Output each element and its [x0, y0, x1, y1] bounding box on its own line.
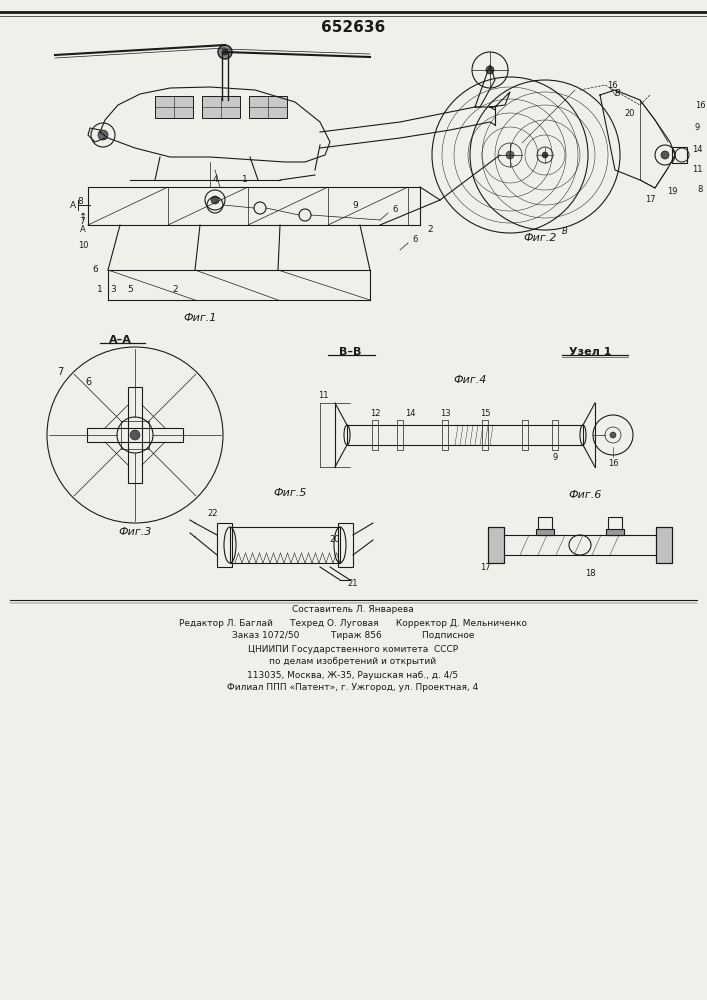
Text: Филиал ППП «Патент», г. Ужгород, ул. Проектная, 4: Филиал ППП «Патент», г. Ужгород, ул. Про…	[228, 684, 479, 692]
Bar	[397, 420, 403, 450]
Text: 2: 2	[173, 286, 178, 294]
Text: 11: 11	[691, 165, 702, 174]
Bar	[347, 425, 583, 445]
Bar	[538, 517, 552, 535]
Text: Фиг.5: Фиг.5	[274, 488, 307, 498]
Text: 6: 6	[412, 235, 418, 244]
Circle shape	[218, 45, 232, 59]
Text: 6: 6	[85, 377, 91, 387]
Text: 3: 3	[110, 286, 116, 294]
Text: B: B	[615, 90, 621, 99]
Bar	[372, 420, 378, 450]
Text: 9: 9	[694, 123, 700, 132]
Text: 8: 8	[697, 186, 703, 194]
Circle shape	[542, 152, 548, 158]
Circle shape	[222, 49, 228, 55]
Text: 17: 17	[479, 562, 491, 572]
Bar	[482, 420, 488, 450]
Bar	[230, 527, 340, 563]
Text: Фиг.1: Фиг.1	[183, 313, 216, 323]
Text: 9: 9	[352, 200, 358, 210]
Text: 113035, Москва, Ж-35, Раушская наб., д. 4/5: 113035, Москва, Ж-35, Раушская наб., д. …	[247, 670, 459, 680]
Text: ЦНИИПИ Государственного комитета  СССР: ЦНИИПИ Государственного комитета СССР	[248, 645, 458, 654]
Bar	[672, 147, 687, 163]
Bar	[442, 420, 448, 450]
Text: Редактор Л. Баглай      Техред О. Луговая      Корректор Д. Мельниченко: Редактор Л. Баглай Техред О. Луговая Кор…	[179, 618, 527, 628]
Text: ↑: ↑	[79, 212, 87, 222]
Bar	[656, 527, 672, 563]
Text: 20: 20	[329, 536, 340, 544]
Circle shape	[211, 196, 219, 204]
Bar	[121, 421, 149, 449]
Text: Фиг.4: Фиг.4	[453, 375, 486, 385]
Text: по делам изобретений и открытий: по делам изобретений и открытий	[269, 658, 436, 666]
Text: 6: 6	[92, 265, 98, 274]
Bar	[502, 535, 658, 555]
Circle shape	[506, 151, 514, 159]
Text: 7: 7	[79, 218, 85, 227]
Text: Узел 1: Узел 1	[569, 347, 611, 357]
Text: 21: 21	[348, 578, 358, 587]
Text: А: А	[80, 226, 86, 234]
Text: 2: 2	[427, 226, 433, 234]
Text: 16: 16	[607, 81, 617, 90]
Text: Фиг.6: Фиг.6	[568, 490, 602, 500]
Bar	[608, 517, 622, 535]
Text: 18: 18	[585, 568, 595, 578]
Bar	[128, 387, 142, 483]
Bar	[155, 96, 193, 118]
Text: 652636: 652636	[321, 19, 385, 34]
Circle shape	[486, 66, 494, 74]
Text: 13: 13	[440, 408, 450, 418]
Text: 16: 16	[608, 458, 619, 468]
Text: 4: 4	[212, 176, 218, 184]
Text: Фиг.2: Фиг.2	[523, 233, 556, 243]
Text: 9: 9	[552, 452, 558, 462]
Bar	[249, 96, 287, 118]
Bar	[217, 523, 232, 567]
Text: Составитель Л. Январева: Составитель Л. Январева	[292, 605, 414, 614]
Text: 16: 16	[695, 101, 706, 109]
Bar	[656, 527, 672, 563]
Text: 6: 6	[392, 206, 397, 215]
Text: А–А: А–А	[109, 335, 132, 345]
Text: 14: 14	[404, 408, 415, 418]
Text: 12: 12	[370, 408, 380, 418]
Text: В–В: В–В	[339, 347, 361, 357]
Text: 5: 5	[127, 286, 133, 294]
Text: 14: 14	[691, 144, 702, 153]
Circle shape	[661, 151, 669, 159]
Text: Фиг.3: Фиг.3	[118, 527, 152, 537]
Bar	[488, 527, 504, 563]
Bar	[338, 523, 353, 567]
Text: B: B	[562, 228, 568, 236]
Circle shape	[98, 130, 108, 140]
Text: 8: 8	[77, 198, 83, 207]
Text: 1: 1	[97, 286, 103, 294]
Text: 17: 17	[645, 196, 655, 205]
Text: 19: 19	[667, 188, 677, 196]
Bar	[552, 420, 558, 450]
Text: Заказ 1072/50           Тираж 856              Подписное: Заказ 1072/50 Тираж 856 Подписное	[232, 632, 474, 641]
Text: 7: 7	[57, 367, 63, 377]
Text: 20: 20	[625, 109, 636, 118]
Text: 11: 11	[317, 390, 328, 399]
Bar	[202, 96, 240, 118]
Circle shape	[610, 432, 616, 438]
Text: 1: 1	[242, 176, 248, 184]
Bar	[606, 529, 624, 535]
Text: А: А	[70, 200, 76, 210]
Bar	[522, 420, 528, 450]
Text: 10: 10	[78, 240, 88, 249]
Text: 22: 22	[208, 508, 218, 518]
Circle shape	[130, 430, 140, 440]
Bar	[536, 529, 554, 535]
Bar	[488, 527, 504, 563]
Text: 15: 15	[480, 408, 490, 418]
Bar	[87, 428, 183, 442]
